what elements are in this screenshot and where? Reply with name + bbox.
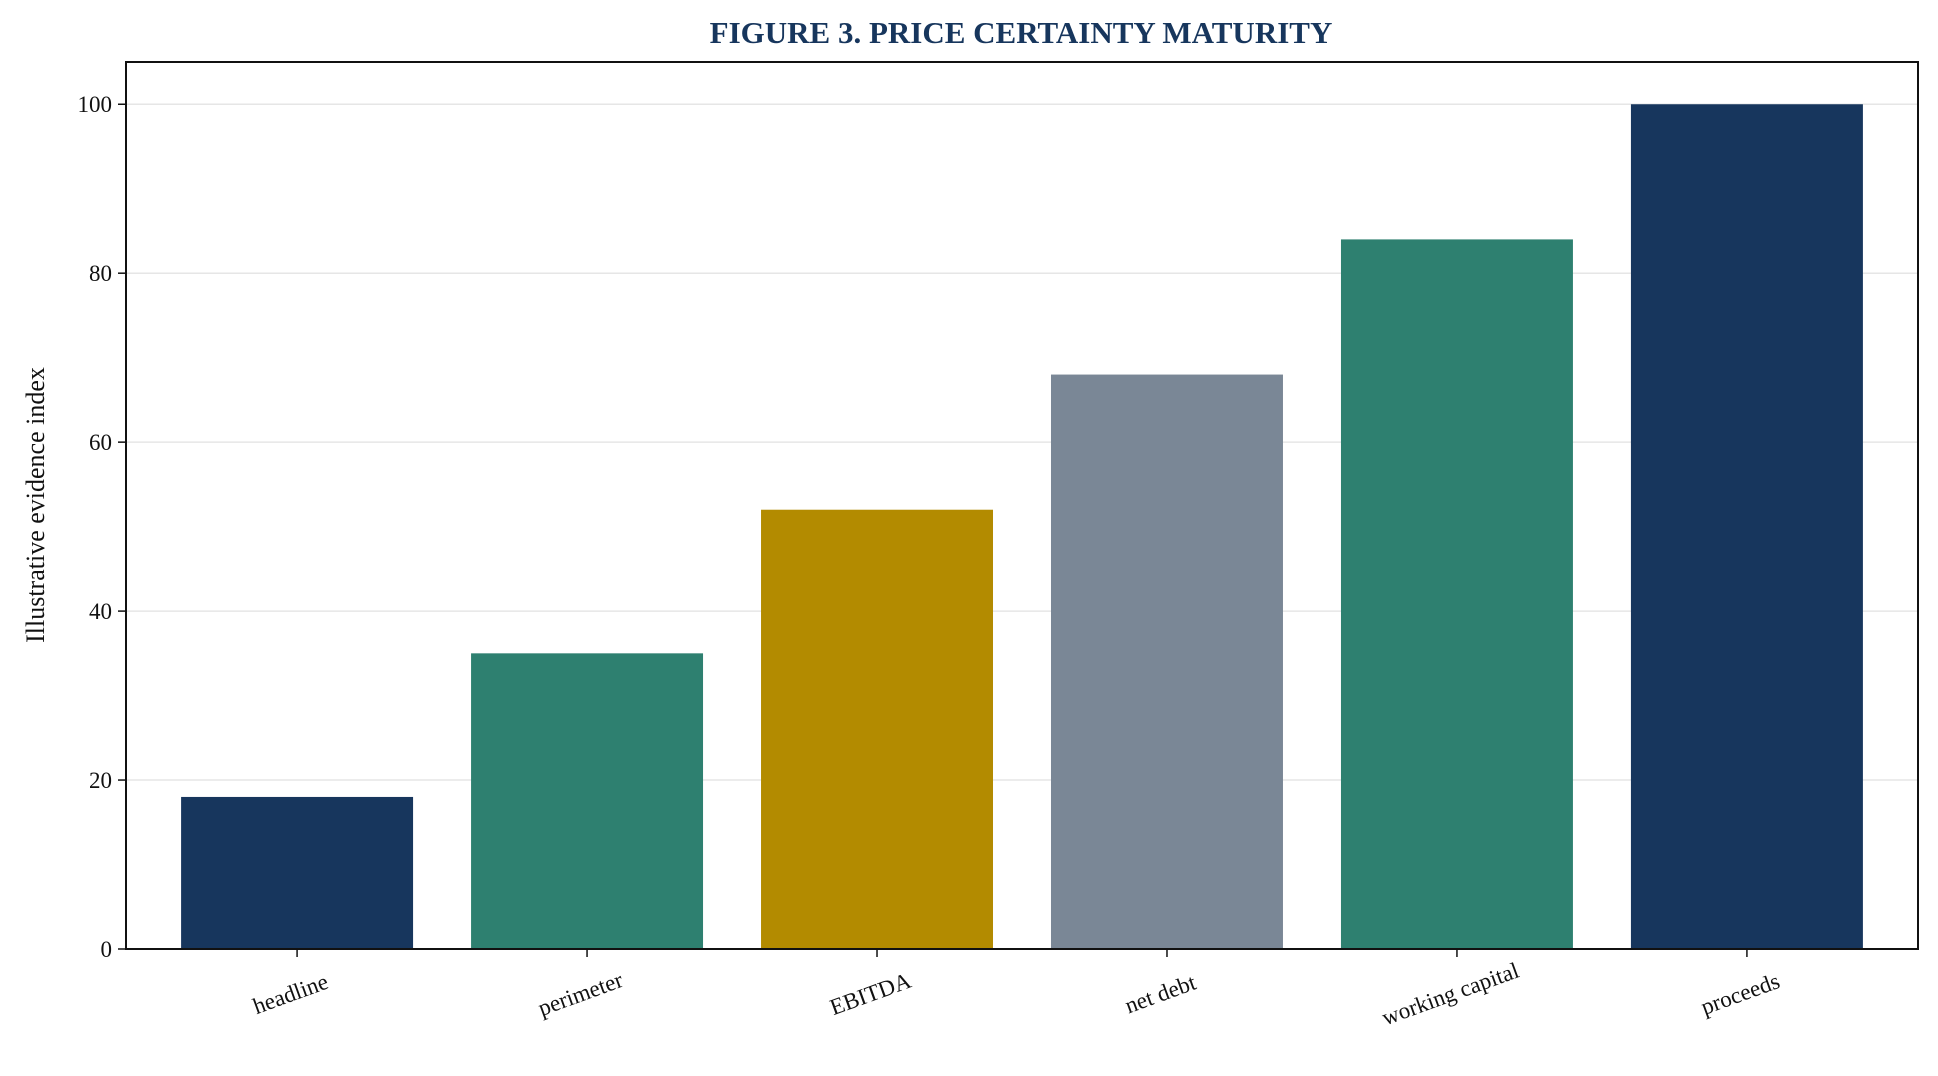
- bar-net-debt: [1050, 374, 1283, 949]
- bar-ebitda: [761, 509, 994, 949]
- x-tick-label-headline: headline: [250, 969, 332, 1019]
- y-tick-label-0: 0: [101, 937, 113, 962]
- x-tick-label-working-capital: working capital: [1379, 958, 1523, 1031]
- bar-proceeds: [1630, 104, 1863, 949]
- plot-frame: [125, 61, 1919, 950]
- x-tick-label-perimeter: perimeter: [535, 967, 627, 1021]
- y-tick-label-100: 100: [78, 92, 113, 117]
- x-axis-ticks: headline perimeter EBITDA net debt working c…: [250, 949, 1783, 1030]
- y-tick-label-20: 20: [89, 768, 112, 793]
- x-tick-label-ebitda: EBITDA: [827, 968, 915, 1020]
- bar-perimeter: [471, 653, 704, 949]
- y-tick-label-40: 40: [89, 599, 112, 624]
- y-tick-label-60: 60: [89, 430, 112, 455]
- y-axis-ticks: 0 20 40 60 80 100: [78, 92, 126, 962]
- bars: [181, 104, 1863, 949]
- bar-headline: [181, 796, 414, 949]
- bar-working-capital: [1340, 239, 1573, 949]
- y-tick-label-80: 80: [89, 261, 112, 286]
- chart-title: FIGURE 3. PRICE CERTAINTY MATURITY: [710, 15, 1333, 50]
- x-tick-label-net-debt: net debt: [1122, 969, 1200, 1018]
- y-axis-label: Illustrative evidence index: [21, 367, 50, 643]
- x-tick-label-proceeds: proceeds: [1698, 968, 1783, 1019]
